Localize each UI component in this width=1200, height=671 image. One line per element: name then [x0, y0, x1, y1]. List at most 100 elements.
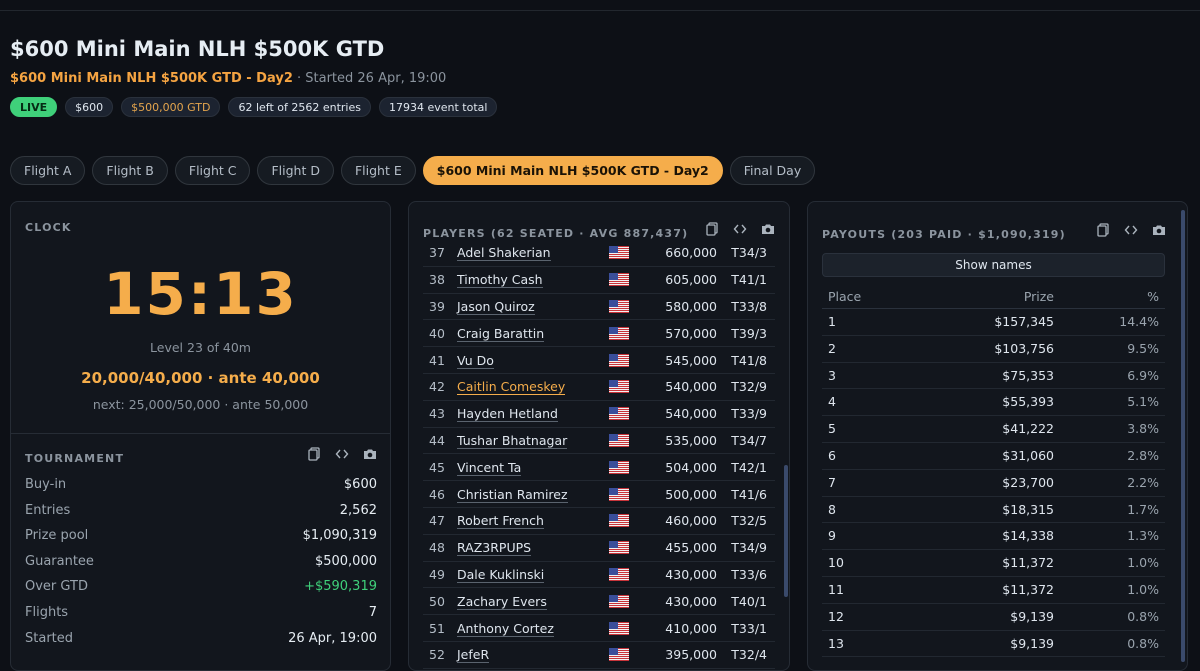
copy-icon[interactable]: [1096, 223, 1110, 237]
tab-flight-d[interactable]: Flight D: [257, 156, 334, 185]
tournament-row-value: $600: [343, 477, 377, 492]
payout-row: 13 $9,139 0.8%: [822, 631, 1165, 658]
player-name-cell: Dale Kuklinski: [457, 566, 609, 583]
player-name-link[interactable]: Hayden Hetland: [457, 406, 558, 423]
tournament-row-value: 2,562: [339, 502, 377, 518]
us-flag-icon: [609, 246, 629, 260]
player-row: 37 Adel Shakerian 660,000 T34/3: [423, 240, 775, 267]
payout-prize: $23,700: [1002, 474, 1054, 490]
player-name-cell: RAZ3RPUPS: [457, 540, 609, 557]
player-name-link[interactable]: JefeR: [457, 647, 490, 664]
code-icon[interactable]: [733, 222, 747, 236]
flight-tabs: Flight A Flight B Flight C Flight D Flig…: [10, 156, 816, 185]
player-name-link[interactable]: Tushar Bhatnagar: [457, 432, 568, 449]
code-icon[interactable]: [1124, 223, 1138, 237]
player-name-link[interactable]: Robert French: [457, 513, 544, 530]
player-rank: 49: [429, 566, 445, 582]
tab-flight-e[interactable]: Flight E: [340, 156, 416, 185]
camera-icon[interactable]: [761, 222, 775, 236]
camera-icon[interactable]: [1152, 223, 1166, 237]
payouts-panel: PAYOUTS (203 PAID · $1,090,319) Show nam…: [807, 201, 1188, 671]
player-row: 52 JefeR 395,000 T32/4: [423, 642, 775, 669]
player-table-seat: T42/1: [731, 459, 767, 475]
player-row: 44 Tushar Bhatnagar 535,000 T34/7: [423, 428, 775, 455]
code-icon[interactable]: [335, 447, 349, 461]
players-scrollbar[interactable]: [784, 465, 788, 597]
tab-flight-c[interactable]: Flight C: [174, 156, 251, 185]
us-flag-icon: [609, 433, 629, 447]
top-divider: [0, 10, 1200, 11]
payout-place: 2: [828, 340, 836, 356]
player-table-seat: T33/6: [731, 566, 767, 582]
tournament-row-label: Entries: [25, 502, 71, 518]
tab-flight-a[interactable]: Flight A: [10, 156, 86, 185]
us-flag-icon: [609, 541, 629, 555]
tab-final-day[interactable]: Final Day: [729, 156, 816, 185]
payouts-scrollbar[interactable]: [1181, 210, 1185, 662]
payout-pct: 6.9%: [1127, 367, 1159, 383]
player-name-cell: Hayden Hetland: [457, 406, 609, 423]
player-rank: 43: [429, 406, 445, 422]
copy-icon[interactable]: [705, 222, 719, 236]
tab-flight-b[interactable]: Flight B: [92, 156, 168, 185]
player-name-cell: Adel Shakerian: [457, 245, 609, 262]
payout-pct: 14.4%: [1119, 314, 1159, 329]
players-panel: PLAYERS (62 SEATED · AVG 887,437) 37 Adel…: [408, 201, 790, 671]
us-flag-icon: [609, 353, 629, 367]
player-name-cell: Timothy Cash: [457, 272, 609, 289]
player-chips: 540,000: [665, 406, 717, 422]
player-row: 47 Robert French 460,000 T32/5: [423, 508, 775, 535]
player-table-seat: T40/1: [731, 593, 767, 609]
player-name-cell: Jason Quiroz: [457, 298, 609, 315]
copy-icon[interactable]: [307, 447, 321, 461]
payout-place: 7: [828, 474, 836, 490]
player-name-link[interactable]: Timothy Cash: [457, 272, 543, 289]
player-name-cell: Vu Do: [457, 352, 609, 369]
player-name-link[interactable]: Christian Ramirez: [457, 486, 568, 503]
payout-pct: 9.5%: [1127, 340, 1159, 356]
us-flag-icon: [609, 380, 629, 394]
camera-icon[interactable]: [363, 447, 377, 461]
player-rank: 38: [429, 272, 445, 288]
payout-row: 2 $103,756 9.5%: [822, 336, 1165, 363]
player-name-link[interactable]: Dale Kuklinski: [457, 566, 545, 583]
player-name-link[interactable]: Caitlin Comeskey: [457, 379, 566, 396]
tournament-row-value: +$590,319: [304, 579, 377, 595]
player-chips: 570,000: [665, 325, 717, 341]
player-name-link[interactable]: Zachary Evers: [457, 593, 547, 610]
show-names-button[interactable]: Show names: [822, 253, 1165, 277]
payout-place: 9: [828, 528, 836, 544]
player-table-seat: T32/9: [731, 379, 767, 395]
us-flag-icon: [609, 648, 629, 662]
payout-place: 1: [828, 314, 836, 329]
payout-prize: $11,372: [1002, 581, 1054, 597]
player-chips: 540,000: [665, 379, 717, 395]
player-rank: 46: [429, 486, 445, 502]
payout-pct: 1.7%: [1127, 501, 1159, 517]
payout-pct: 1.0%: [1127, 581, 1159, 597]
clock-divider: [11, 433, 390, 434]
place-header: Place: [828, 289, 862, 304]
player-name-link[interactable]: Adel Shakerian: [457, 245, 551, 262]
player-name-link[interactable]: Craig Barattin: [457, 325, 545, 342]
tournament-title: TOURNAMENT: [25, 452, 125, 465]
player-row: 39 Jason Quiroz 580,000 T33/8: [423, 294, 775, 321]
player-name-link[interactable]: Anthony Cortez: [457, 620, 554, 637]
player-name-link[interactable]: Jason Quiroz: [457, 298, 535, 315]
tab-day2[interactable]: $600 Mini Main NLH $500K GTD - Day2: [422, 156, 723, 185]
payouts-table: Place Prize % 1 $157,345 14.4% 2 $103,756 9.5…: [822, 284, 1165, 658]
status-badges: LIVE $600 $500,000 GTD 62 left of 2562 e…: [10, 97, 498, 117]
player-rank: 41: [429, 352, 445, 368]
player-row: 43 Hayden Hetland 540,000 T33/9: [423, 401, 775, 428]
payout-prize: $9,139: [1010, 608, 1054, 624]
player-name-link[interactable]: Vincent Ta: [457, 459, 522, 476]
us-flag-icon: [609, 514, 629, 528]
player-name-link[interactable]: Vu Do: [457, 352, 494, 369]
player-table-seat: T39/3: [731, 325, 767, 341]
player-name-link[interactable]: RAZ3RPUPS: [457, 540, 532, 557]
payout-row: 5 $41,222 3.8%: [822, 416, 1165, 443]
payout-place: 4: [828, 394, 836, 410]
event-total-badge: 17934 event total: [378, 97, 498, 117]
player-rank: 42: [429, 379, 445, 395]
player-name-cell: Christian Ramirez: [457, 486, 609, 503]
